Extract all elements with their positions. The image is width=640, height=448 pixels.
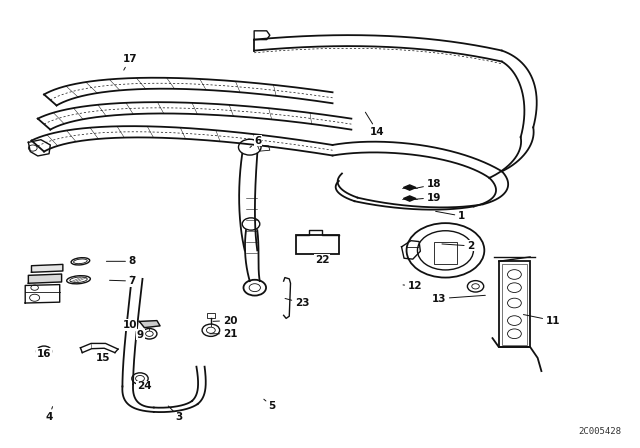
Text: 7: 7 [109, 276, 136, 286]
Text: 15: 15 [95, 352, 110, 363]
Text: 3: 3 [168, 406, 183, 422]
Text: 13: 13 [431, 293, 485, 304]
Text: 12: 12 [403, 281, 422, 291]
Text: 1: 1 [436, 211, 465, 221]
Text: 2C005428: 2C005428 [578, 426, 621, 435]
Polygon shape [403, 196, 416, 201]
Bar [499, 261, 530, 347]
Polygon shape [403, 185, 416, 190]
Text: 10: 10 [122, 320, 137, 330]
Text: 6: 6 [250, 136, 261, 147]
Text: 5: 5 [264, 399, 276, 411]
Text: 9: 9 [137, 329, 144, 340]
Text: 2: 2 [442, 241, 475, 251]
Text: 11: 11 [524, 314, 560, 326]
Bar [296, 235, 339, 254]
Text: 21: 21 [210, 329, 237, 339]
Text: 22: 22 [315, 255, 330, 265]
Text: 23: 23 [285, 298, 309, 308]
Text: 17: 17 [122, 54, 137, 70]
Text: 18: 18 [415, 180, 441, 190]
Text: 20: 20 [213, 315, 237, 326]
Polygon shape [140, 321, 160, 327]
Polygon shape [28, 274, 61, 283]
Bar [434, 241, 457, 263]
Text: 19: 19 [415, 193, 441, 202]
Text: 4: 4 [45, 407, 52, 422]
Text: 24: 24 [132, 381, 152, 392]
Text: 16: 16 [36, 349, 51, 358]
Text: 14: 14 [365, 112, 385, 137]
Bar [502, 263, 527, 345]
Polygon shape [31, 264, 63, 272]
Text: 8: 8 [106, 256, 136, 266]
Bar [207, 313, 214, 318]
